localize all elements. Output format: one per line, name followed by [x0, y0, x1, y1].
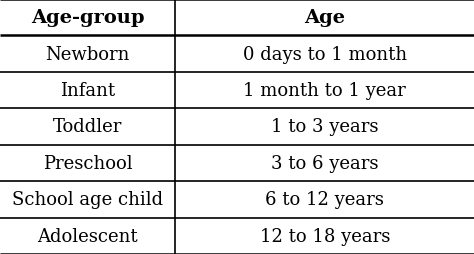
- Text: 1 month to 1 year: 1 month to 1 year: [243, 82, 406, 100]
- Text: Toddler: Toddler: [53, 118, 122, 136]
- Text: 0 days to 1 month: 0 days to 1 month: [243, 45, 407, 64]
- Text: School age child: School age child: [12, 190, 163, 209]
- Text: 6 to 12 years: 6 to 12 years: [265, 190, 384, 209]
- Text: Age: Age: [304, 9, 345, 27]
- Text: 3 to 6 years: 3 to 6 years: [271, 154, 378, 172]
- Text: Newborn: Newborn: [46, 45, 130, 64]
- Text: 12 to 18 years: 12 to 18 years: [259, 227, 390, 245]
- Text: Age-group: Age-group: [31, 9, 145, 27]
- Text: Preschool: Preschool: [43, 154, 133, 172]
- Text: Adolescent: Adolescent: [37, 227, 138, 245]
- Text: Infant: Infant: [60, 82, 115, 100]
- Text: 1 to 3 years: 1 to 3 years: [271, 118, 378, 136]
